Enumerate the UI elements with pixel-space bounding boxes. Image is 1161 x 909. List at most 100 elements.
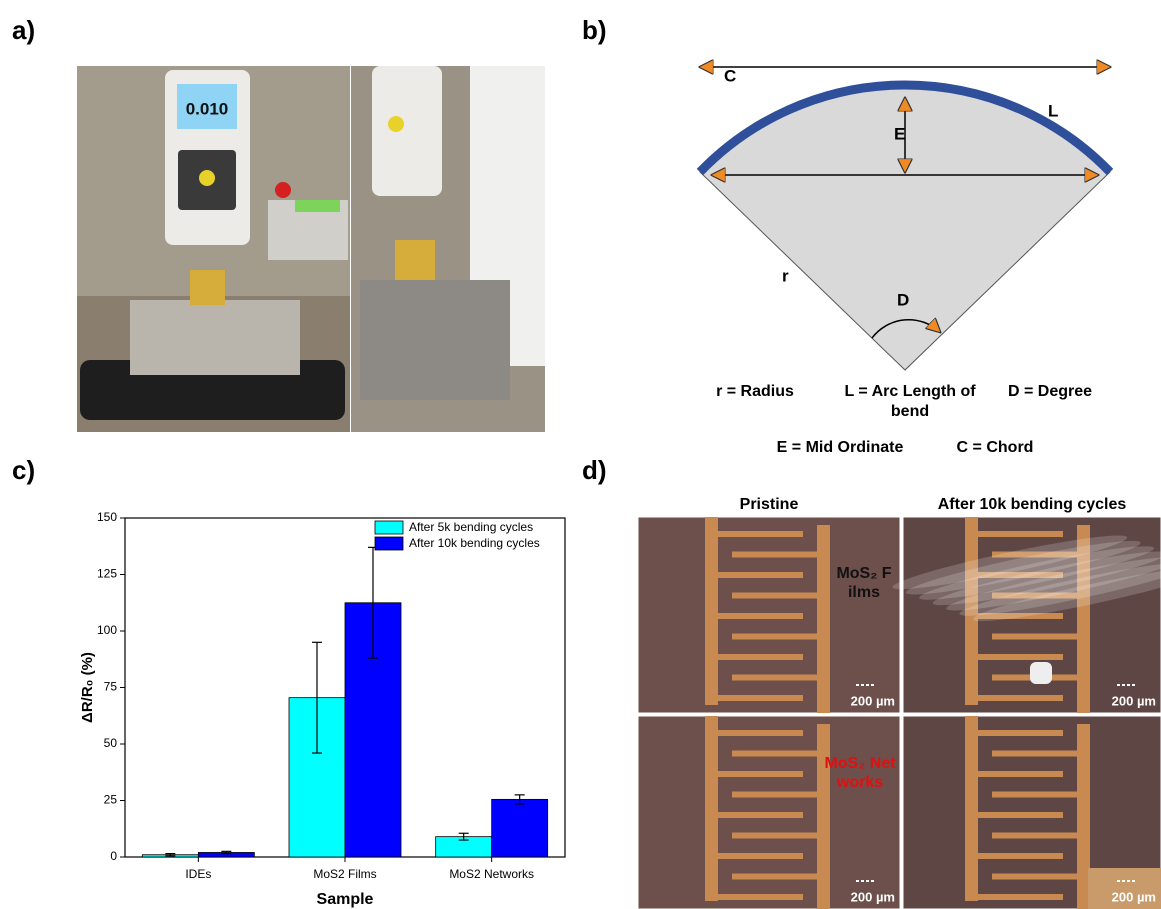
electrode-finger: [978, 572, 1063, 578]
scratch: [946, 556, 1161, 611]
y-axis-label: ΔR/R₀ (%): [79, 652, 96, 723]
legend-text: L = Arc Length of bend: [844, 383, 976, 420]
electrode: [965, 517, 978, 705]
scratch: [905, 540, 1141, 595]
y-tick-label: 125: [97, 567, 117, 581]
electrode-finger: [978, 894, 1063, 900]
pad: [1088, 868, 1161, 909]
scale-bar-label: 200 µm: [851, 889, 895, 904]
error-bar: [221, 850, 232, 855]
scale-bar-label: 200 µm: [1112, 889, 1156, 904]
electrode-finger: [718, 771, 803, 777]
electrode-finger: [978, 695, 1063, 701]
y-tick-label: 100: [97, 623, 117, 637]
electrode-finger: [718, 654, 803, 660]
electrode-finger: [978, 853, 1063, 859]
electrode: [817, 724, 830, 909]
y-tick-label: 150: [97, 510, 117, 524]
electrode-finger: [978, 771, 1063, 777]
electrode-finger: [732, 750, 817, 757]
electrode-finger: [978, 654, 1063, 660]
legend-text: D = Degree: [1007, 383, 1093, 400]
panel-label: c): [12, 455, 35, 485]
electrode-finger: [732, 592, 817, 599]
panel-label: d): [582, 455, 607, 485]
legend-swatch: [374, 536, 404, 551]
electrode-finger: [978, 531, 1063, 537]
electrode: [705, 517, 718, 705]
error-bar: [165, 853, 176, 857]
electrode: [817, 525, 830, 713]
scratch: [959, 562, 1161, 616]
x-tick-label: MoS2 Films: [313, 867, 376, 881]
diagram-label: D: [897, 290, 909, 309]
y-tick-label: 0: [110, 849, 117, 863]
electrode-finger: [978, 812, 1063, 818]
electrode-finger: [718, 853, 803, 859]
error-bar: [458, 832, 469, 841]
column-header: Pristine: [740, 496, 799, 513]
diagram-label: L: [1048, 101, 1058, 120]
electrode-finger: [978, 730, 1063, 736]
legend-text: r = Radius: [716, 383, 794, 400]
legend-swatch: [374, 520, 404, 535]
electrode-finger: [992, 633, 1077, 640]
scratch: [919, 546, 1155, 600]
scratch: [892, 535, 1128, 590]
diagram-label: r: [782, 266, 789, 285]
diagram-label: C: [724, 66, 736, 85]
bend-diagram: [696, 67, 1114, 371]
electrode-finger: [732, 832, 817, 839]
x-tick-label: MoS2 Networks: [449, 867, 534, 881]
electrode-finger: [718, 613, 803, 619]
panel-label: b): [582, 15, 607, 45]
legend-label: After 10k bending cycles: [409, 536, 540, 550]
electrode-finger: [718, 894, 803, 900]
scale-bar-label: 200 µm: [1112, 693, 1156, 708]
electrode-finger: [732, 791, 817, 798]
error-bar: [312, 641, 322, 754]
electrode-finger: [992, 551, 1077, 558]
diagram-label: E: [894, 124, 905, 143]
electrode-finger: [732, 551, 817, 558]
electrode-finger: [992, 873, 1077, 880]
y-tick-label: 25: [104, 793, 118, 807]
row-label: MoS₂ Networks: [824, 755, 896, 791]
bar-chart: 0 25 50 75 100 125 150 ΔR/R₀ (%) Sample IDEs MoS2 …: [79, 510, 566, 908]
x-axis-label: Sample: [317, 891, 374, 908]
scale-bar-label: 200 µm: [851, 693, 895, 708]
y-tick-label: 75: [104, 680, 118, 694]
electrode-finger: [992, 832, 1077, 839]
electrode-finger: [732, 674, 817, 681]
electrode-finger: [718, 812, 803, 818]
electrode: [1077, 724, 1090, 909]
micrographs: Pristine 200 µm 200 µm After 10k bending cy…: [637, 496, 1161, 909]
row-label: MoS₂ Films: [836, 565, 892, 601]
electrode-finger: [732, 873, 817, 880]
electrode-finger: [718, 572, 803, 578]
x-tick-label: IDEs: [185, 867, 211, 881]
electrode-finger: [992, 750, 1077, 757]
scratch: [932, 551, 1161, 606]
scratch: [972, 567, 1161, 622]
bar: [491, 798, 549, 858]
electrode-finger: [992, 592, 1077, 599]
electrode-finger: [978, 613, 1063, 619]
photo-right: [351, 66, 545, 432]
electrode-finger: [718, 730, 803, 736]
electrode: [705, 716, 718, 901]
debris: [1030, 662, 1052, 684]
photo-left: 0.010: [77, 66, 350, 432]
electrode: [965, 716, 978, 901]
y-tick-label: 50: [104, 736, 118, 750]
panel-label: a): [12, 15, 35, 45]
electrode-finger: [718, 695, 803, 701]
legend-text: E = Mid Ordinate: [776, 439, 904, 456]
error-bar: [514, 794, 525, 805]
column-header: After 10k bending cycles: [938, 496, 1127, 513]
legend-label: After 5k bending cycles: [409, 520, 533, 534]
electrode-finger: [718, 531, 803, 537]
electrode-finger: [992, 791, 1077, 798]
